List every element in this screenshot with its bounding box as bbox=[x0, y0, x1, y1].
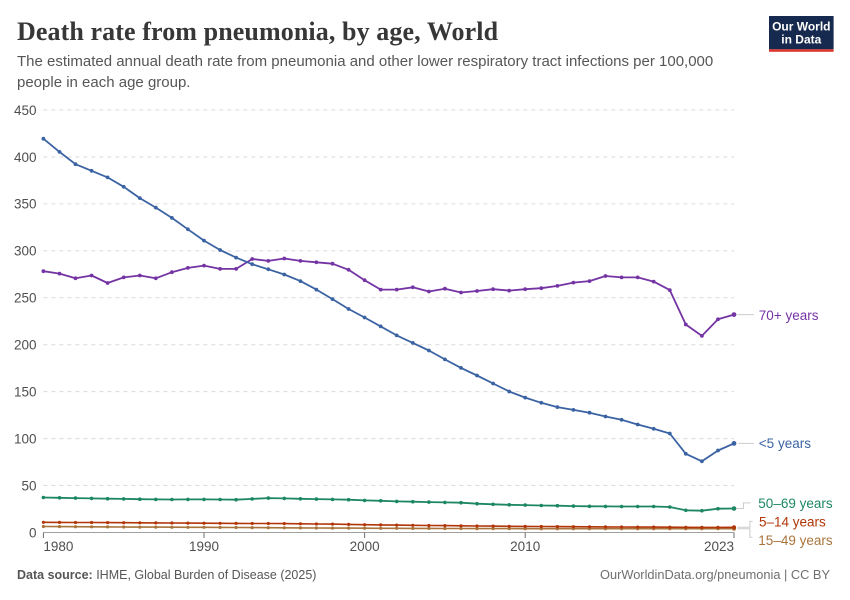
svg-text:Our World: Our World bbox=[772, 20, 830, 34]
svg-text:2000: 2000 bbox=[350, 539, 380, 554]
svg-text:50: 50 bbox=[21, 478, 36, 493]
svg-text:Data source: IHME, Global Burd: Data source: IHME, Global Burden of Dise… bbox=[17, 568, 316, 582]
svg-text:2010: 2010 bbox=[510, 539, 540, 554]
svg-text:0: 0 bbox=[29, 525, 37, 540]
svg-text:450: 450 bbox=[14, 103, 37, 118]
svg-text:Death rate from pneumonia, by: Death rate from pneumonia, by age, World bbox=[17, 17, 499, 46]
svg-text:people in each age group.: people in each age group. bbox=[17, 74, 190, 91]
svg-text:400: 400 bbox=[14, 150, 37, 165]
svg-text:150: 150 bbox=[14, 385, 37, 400]
svg-text:250: 250 bbox=[14, 291, 37, 306]
svg-text:300: 300 bbox=[14, 244, 37, 259]
svg-text:OurWorldinData.org/pneumonia |: OurWorldinData.org/pneumonia | CC BY bbox=[600, 567, 830, 582]
svg-text:2023: 2023 bbox=[704, 539, 734, 554]
svg-text:70+ years: 70+ years bbox=[759, 308, 819, 323]
svg-text:15–49 years: 15–49 years bbox=[758, 533, 833, 548]
svg-text:200: 200 bbox=[14, 338, 37, 353]
svg-text:350: 350 bbox=[14, 197, 37, 212]
svg-text:1980: 1980 bbox=[43, 539, 73, 554]
svg-text:50–69 years: 50–69 years bbox=[758, 496, 833, 511]
svg-text:1990: 1990 bbox=[189, 539, 219, 554]
svg-text:100: 100 bbox=[14, 431, 37, 446]
svg-text:5–14 years: 5–14 years bbox=[759, 515, 826, 530]
svg-text:<5 years: <5 years bbox=[759, 436, 811, 451]
svg-text:in Data: in Data bbox=[781, 32, 821, 46]
svg-text:The estimated annual death rat: The estimated annual death rate from pne… bbox=[17, 53, 713, 70]
